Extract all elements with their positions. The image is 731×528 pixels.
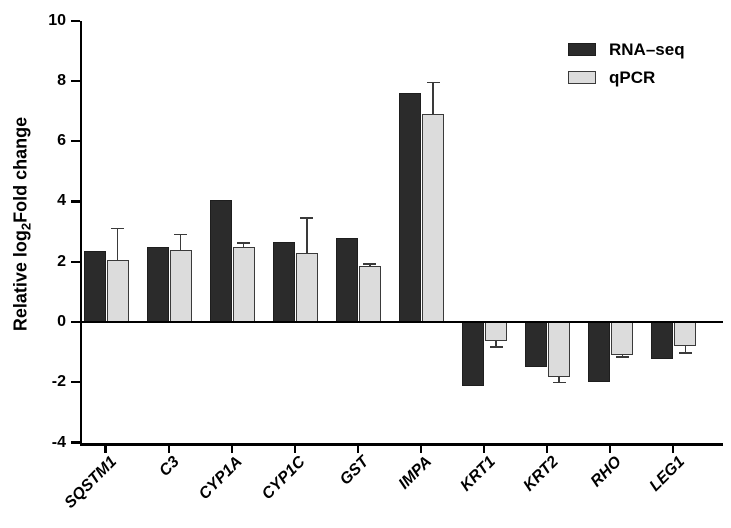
errorbar-stem-C3 xyxy=(179,234,182,250)
x-tick-KRT1 xyxy=(483,445,486,453)
bar-qpcr-SQSTM1 xyxy=(106,260,129,323)
errorbar-cap-RHO xyxy=(615,355,629,358)
qpcr-swatch-icon xyxy=(568,71,596,84)
legend-label-qpcr: qPCR xyxy=(609,67,656,87)
bar-rnaseq-CYP1A xyxy=(209,199,232,323)
x-tick-label-CYP1A: CYP1A xyxy=(196,453,247,504)
errorbar-cap-KRT2 xyxy=(552,381,566,384)
rnaseq-swatch-icon xyxy=(568,43,596,56)
y-tick-label--2: -2 xyxy=(51,373,66,391)
y-tick-label-8: 8 xyxy=(57,71,66,89)
y-tick-label-2: 2 xyxy=(57,252,66,270)
errorbar-stem-IMPA xyxy=(432,82,434,115)
bar-rnaseq-KRT2 xyxy=(525,322,548,367)
errorbar-stem-KRT2 xyxy=(558,376,560,383)
errorbar-cap-LEG1 xyxy=(678,351,692,354)
y-tick-label--4: -4 xyxy=(51,433,66,451)
bar-qpcr-RHO xyxy=(611,322,634,355)
bar-qpcr-IMPA xyxy=(422,114,444,323)
x-tick-label-CYP1C: CYP1C xyxy=(259,453,310,504)
y-tick--4 xyxy=(70,441,80,444)
x-tick-LEG1 xyxy=(672,445,675,453)
x-tick-KRT2 xyxy=(546,445,549,453)
legend-item-qpcr: qPCR xyxy=(568,67,685,87)
bar-rnaseq-KRT1 xyxy=(462,322,485,387)
x-tick-CYP1A xyxy=(230,445,233,453)
x-tick-label-KRT1: KRT1 xyxy=(457,453,499,495)
bar-qpcr-KRT2 xyxy=(548,322,571,378)
x-tick-RHO xyxy=(609,445,612,453)
errorbar-stem-SQSTM1 xyxy=(116,228,119,261)
x-tick-label-GST: GST xyxy=(336,453,373,489)
y-tick-8 xyxy=(70,79,80,82)
y-tick-10 xyxy=(70,19,80,22)
bar-rnaseq-RHO xyxy=(588,322,611,382)
x-tick-C3 xyxy=(167,445,170,453)
y-axis-line xyxy=(79,21,82,445)
x-tick-label-SQSTM1: SQSTM1 xyxy=(61,453,120,512)
y-tick-label-10: 10 xyxy=(48,11,66,29)
bar-qpcr-KRT1 xyxy=(485,322,508,342)
y-axis-title-subscript: 2 xyxy=(18,222,34,231)
bar-qpcr-GST xyxy=(358,266,381,323)
bar-rnaseq-C3 xyxy=(146,246,169,323)
errorbar-stem-LEG1 xyxy=(684,344,687,353)
errorbar-cap-SQSTM1 xyxy=(111,227,124,230)
x-tick-IMPA xyxy=(419,445,423,453)
bar-rnaseq-IMPA xyxy=(399,92,421,323)
x-tick-label-C3: C3 xyxy=(156,453,183,480)
errorbar-cap-GST xyxy=(363,263,377,265)
bar-qpcr-CYP1A xyxy=(232,246,255,323)
bar-qpcr-CYP1C xyxy=(295,252,318,323)
legend: RNA–seq qPCR xyxy=(568,39,685,97)
legend-item-rnaseq: RNA–seq xyxy=(568,39,685,59)
x-tick-label-RHO: RHO xyxy=(587,453,625,491)
x-tick-SQSTM1 xyxy=(104,445,107,453)
errorbar-cap-CYP1A xyxy=(237,242,251,244)
zero-line xyxy=(79,320,723,324)
y-tick-label-0: 0 xyxy=(57,313,66,330)
x-tick-GST xyxy=(356,445,359,453)
x-tick-label-LEG1: LEG1 xyxy=(646,453,688,495)
errorbar-cap-CYP1C xyxy=(300,217,314,219)
bar-qpcr-C3 xyxy=(169,249,192,323)
x-tick-label-IMPA: IMPA xyxy=(395,453,436,493)
bar-rnaseq-SQSTM1 xyxy=(83,251,106,323)
errorbar-stem-CYP1C xyxy=(306,218,308,253)
y-tick-6 xyxy=(70,140,80,143)
y-tick-4 xyxy=(70,200,80,203)
errorbar-stem-CYP1A xyxy=(242,243,245,247)
errorbar-cap-KRT1 xyxy=(489,345,503,348)
errorbar-stem-KRT1 xyxy=(495,340,497,347)
x-tick-label-KRT2: KRT2 xyxy=(520,453,562,495)
bar-rnaseq-GST xyxy=(335,237,358,323)
x-tick-CYP1C xyxy=(293,445,296,453)
errorbar-stem-GST xyxy=(369,263,371,267)
y-tick--2 xyxy=(70,381,80,384)
y-tick-2 xyxy=(70,260,80,263)
bar-qpcr-LEG1 xyxy=(674,322,697,346)
y-tick-label-4: 4 xyxy=(57,192,66,210)
legend-label-rnaseq: RNA–seq xyxy=(609,39,685,59)
y-tick-0 xyxy=(70,320,80,324)
errorbar-stem-RHO xyxy=(621,353,624,357)
errorbar-cap-C3 xyxy=(174,233,188,236)
bar-rnaseq-CYP1C xyxy=(272,242,295,323)
errorbar-cap-IMPA xyxy=(426,81,440,84)
bar-rnaseq-LEG1 xyxy=(651,322,674,360)
y-tick-label-6: 6 xyxy=(57,132,66,150)
x-axis-line xyxy=(79,443,723,446)
